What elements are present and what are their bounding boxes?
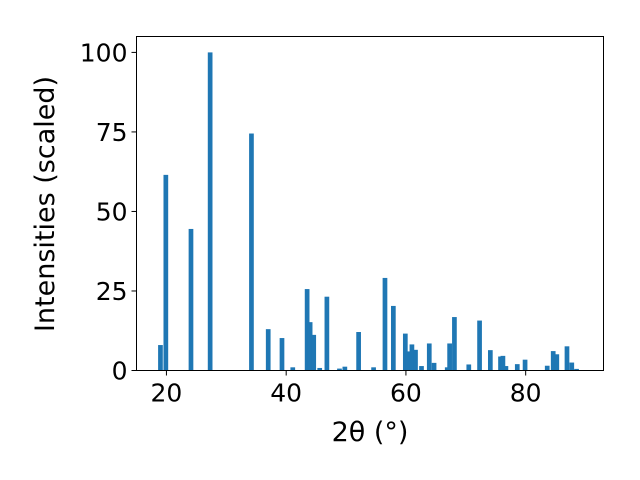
bar: [290, 367, 296, 371]
bar: [391, 305, 396, 371]
y-tick-label: 50: [96, 197, 128, 226]
bar: [279, 338, 285, 371]
bar: [307, 322, 313, 371]
bar: [409, 344, 415, 371]
bar: [382, 277, 388, 371]
y-tick-label: 0: [112, 357, 128, 386]
bar: [163, 174, 169, 371]
bar: [431, 362, 437, 371]
bar: [304, 289, 310, 371]
bar: [405, 351, 411, 371]
x-tick-label: 20: [151, 379, 183, 408]
bars-group: [158, 52, 579, 371]
bar: [444, 367, 450, 371]
bar: [574, 368, 579, 371]
bar: [447, 343, 452, 371]
bar: [500, 355, 506, 371]
bar: [371, 367, 376, 371]
bar: [158, 345, 163, 371]
bar: [554, 354, 560, 371]
bar: [544, 365, 550, 371]
bar: [498, 356, 503, 371]
bar: [337, 368, 342, 371]
x-tick-label: 80: [510, 379, 542, 408]
bar: [569, 362, 575, 371]
y-axis: 0 25 50 75 100: [80, 38, 137, 386]
bar: [413, 349, 418, 371]
bar: [207, 52, 213, 371]
y-tick-label: 75: [96, 118, 128, 147]
plot-frame: [136, 36, 604, 371]
bar: [342, 366, 348, 371]
bar: [356, 332, 361, 371]
bar: [402, 333, 408, 371]
bar: [324, 296, 330, 371]
bar: [466, 364, 472, 371]
bar: [564, 346, 570, 371]
bar: [311, 334, 317, 371]
bar: [317, 367, 323, 371]
bar: [503, 366, 509, 371]
bar: [265, 329, 271, 371]
y-tick-label: 100: [80, 38, 128, 67]
y-axis-label: Intensities (scaled): [30, 76, 61, 332]
y-tick-label: 25: [96, 277, 128, 306]
x-axis: 20 40 60 80: [151, 370, 542, 408]
bar: [514, 364, 520, 371]
x-tick-label: 60: [390, 379, 422, 408]
bar: [487, 350, 493, 371]
x-axis-label: 2θ (°): [332, 417, 409, 448]
bar: [426, 343, 432, 371]
x-tick-label: 40: [270, 379, 302, 408]
bar: [452, 317, 457, 371]
bar: [550, 351, 556, 371]
bar: [188, 228, 194, 371]
bar: [249, 133, 254, 371]
bar: [522, 359, 528, 371]
bar: [419, 366, 424, 371]
bar: [477, 320, 482, 371]
